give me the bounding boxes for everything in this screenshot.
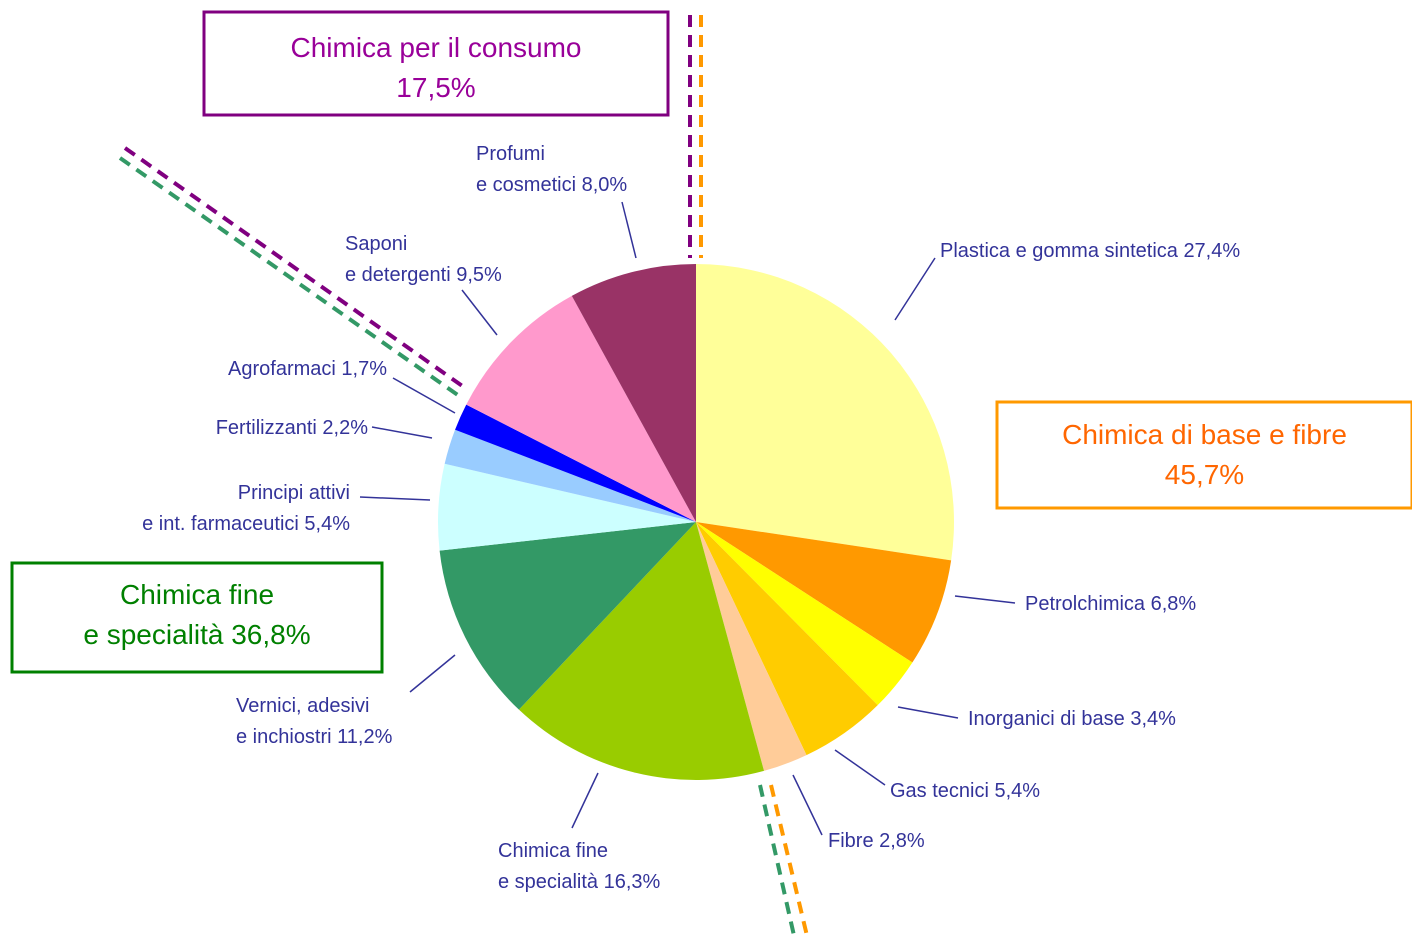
value-label: 27,4%	[1183, 240, 1240, 262]
leader-line	[359, 496, 431, 501]
slice-label: Profumi e cosmetici 8,0%	[476, 143, 627, 196]
leader-line	[409, 654, 456, 693]
label-line: Principi attivi	[238, 482, 350, 504]
value-label: 11,2%	[337, 726, 392, 748]
pie-slice	[455, 404, 696, 522]
slice-label: Fertilizzanti 2,2%	[216, 417, 369, 439]
pie-slice	[444, 429, 696, 522]
value-label: 5,4%	[994, 780, 1040, 802]
label-line: Chimica fine	[498, 840, 608, 862]
leader-line	[621, 201, 637, 259]
value-label: 9,5%	[456, 264, 502, 286]
group-label: 17,5%	[396, 72, 475, 103]
value-label: 16,3%	[604, 871, 661, 893]
leader-line	[894, 257, 936, 321]
leader-line	[792, 774, 823, 836]
slice-label: Vernici, adesivi e inchiostri 11,2%	[236, 695, 393, 748]
label-line: Profumi	[476, 143, 545, 165]
group-label: Chimica di base e fibre	[1062, 419, 1347, 450]
group-dividers	[118, 15, 810, 940]
group-box	[995, 400, 1412, 510]
slice-label: Agrofarmaci 1,7%	[228, 358, 387, 380]
divider	[769, 784, 810, 940]
pie-slice	[696, 522, 878, 756]
value-label: 6,8%	[1151, 593, 1197, 615]
group-label: Chimica fine	[120, 579, 274, 610]
label-line: Gas tecnici	[890, 780, 994, 802]
label-line: Petrolchimica	[1025, 593, 1151, 615]
slice-label: Chimica fine e specialità 16,3%	[498, 840, 661, 893]
group-label: 45,7%	[1165, 459, 1244, 490]
leader-line	[392, 377, 456, 414]
leader-line	[461, 289, 498, 336]
leader-line	[571, 772, 599, 829]
pie-slice	[518, 522, 765, 780]
value-label: 2,2%	[322, 417, 368, 439]
slice-label: Inorganici di base 3,4%	[968, 708, 1176, 730]
pie-slice	[696, 264, 954, 561]
pie-slice	[696, 522, 952, 663]
pie-slice	[438, 463, 696, 551]
label-line: Inorganici di base	[968, 708, 1130, 730]
group-box	[10, 561, 384, 674]
label-line: e inchiostri	[236, 726, 337, 748]
label-line: Saponi	[345, 233, 407, 255]
leader-line	[954, 595, 1016, 604]
value-label: 1,7%	[341, 358, 387, 380]
label-line: e cosmetici	[476, 174, 582, 196]
leader-line	[371, 426, 433, 439]
value-label: 8,0%	[582, 174, 628, 196]
slice-label: Petrolchimica 6,8%	[1025, 593, 1196, 615]
value-label: 2,8%	[879, 830, 925, 852]
label-line: e int. farmaceutici	[142, 513, 304, 535]
divider	[123, 146, 470, 392]
pie-slice	[439, 522, 696, 710]
label-line: e specialità	[498, 871, 604, 893]
slice-label: Principi attivi e int. farmaceutici 5,4%	[142, 482, 350, 535]
group-box	[202, 10, 670, 117]
label-line: Plastica e gomma sintetica	[940, 240, 1183, 262]
pie-slice	[696, 522, 913, 706]
leader-line	[897, 706, 959, 719]
value-label: 5,4%	[304, 513, 350, 535]
pie-slice	[571, 264, 696, 522]
pie-slice	[696, 522, 807, 771]
label-line: Agrofarmaci	[228, 358, 341, 380]
group-label: e specialità 36,8%	[83, 619, 310, 650]
value-label: 3,4%	[1130, 708, 1176, 730]
label-line: Fibre	[828, 830, 879, 852]
slice-label: Fibre 2,8%	[828, 830, 925, 852]
leader-line	[834, 749, 886, 786]
slice-label: Plastica e gomma sintetica 27,4%	[940, 240, 1240, 262]
label-line: Vernici, adesivi	[236, 695, 369, 717]
slice-label: Saponi e detergenti 9,5%	[345, 233, 502, 286]
group-label: Chimica per il consumo	[291, 32, 582, 63]
divider	[118, 156, 464, 400]
label-line: Fertilizzanti	[216, 417, 323, 439]
divider	[758, 784, 797, 940]
pie-slice	[466, 295, 696, 522]
label-line: e detergenti	[345, 264, 456, 286]
slice-label: Gas tecnici 5,4%	[890, 780, 1040, 802]
